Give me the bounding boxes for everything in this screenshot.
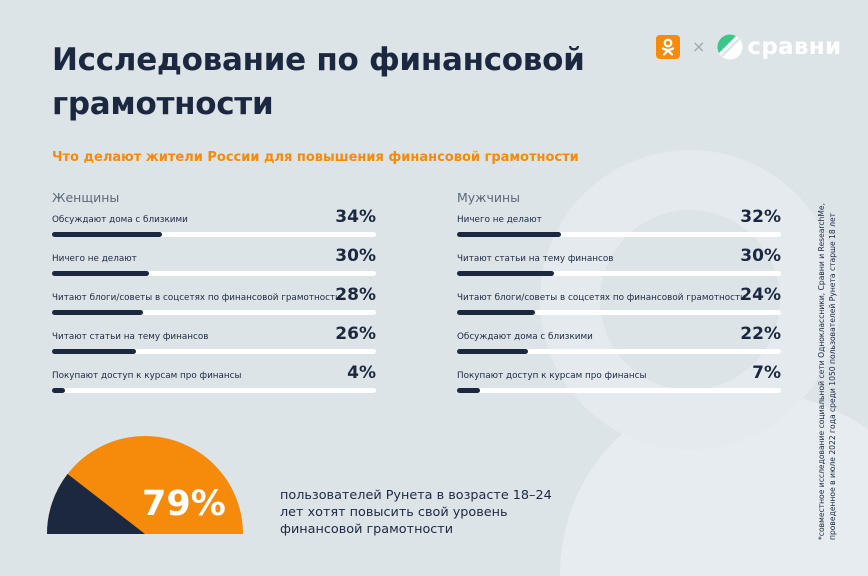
women-bar <box>52 310 143 315</box>
men-bar-value: 32% <box>740 207 781 227</box>
women-bar-label: Покупают доступ к курсам про финансы <box>52 371 242 381</box>
women-group-title: Женщины <box>52 190 120 205</box>
women-bar-value: 26% <box>335 324 376 344</box>
men-bar <box>457 232 561 237</box>
odnoklassniki-icon <box>661 38 675 56</box>
gauge-value-label: 79% <box>142 484 226 524</box>
men-bar-row: Читают блоги/советы в соцсетях по финанс… <box>457 285 781 325</box>
men-bar-value: 7% <box>752 363 781 383</box>
women-bar <box>52 388 65 393</box>
sravni-logo-text: сравни <box>747 34 842 60</box>
sravni-logo-icon <box>717 34 743 60</box>
gauge-caption: пользователей Рунета в возрасте 18–24 ле… <box>280 488 552 537</box>
women-bar-value: 30% <box>335 246 376 266</box>
women-bar-label: Обсуждают дома с близкими <box>52 215 188 225</box>
men-bar-track <box>457 388 781 393</box>
men-bar-row: Покупают доступ к курсам про финансы 7% <box>457 363 781 403</box>
men-bar-track <box>457 349 781 354</box>
men-bar-label: Читают блоги/советы в соцсетях по финанс… <box>457 293 746 303</box>
men-bar-row: Обсуждают дома с близкими 22% <box>457 324 781 364</box>
chart-subtitle: Что делают жители России для повышения ф… <box>52 150 579 165</box>
men-bar <box>457 271 555 276</box>
women-bar-track <box>52 310 376 315</box>
footnote: *совместное исследование социальной сети… <box>817 202 837 540</box>
men-bar <box>457 349 529 354</box>
men-bar-label: Читают статьи на тему финансов <box>457 254 614 264</box>
men-bar <box>457 388 480 393</box>
men-group-title: Мужчины <box>457 190 520 205</box>
women-bar-value: 34% <box>335 207 376 227</box>
women-bar-row: Читают статьи на тему финансов 26% <box>52 324 376 364</box>
women-bar-label: Читают блоги/советы в соцсетях по финанс… <box>52 293 341 303</box>
brand-logos: × сравни <box>656 34 841 60</box>
men-bar-value: 22% <box>740 324 781 344</box>
women-bar-track <box>52 388 376 393</box>
men-bar-value: 24% <box>740 285 781 305</box>
men-bar-label: Покупают доступ к курсам про финансы <box>457 371 647 381</box>
women-bar <box>52 271 150 276</box>
men-bar-track <box>457 310 781 315</box>
men-bar-track <box>457 271 781 276</box>
women-bar <box>52 232 163 237</box>
women-bar-row: Читают блоги/советы в соцсетях по финанс… <box>52 285 376 325</box>
times-icon: × <box>692 37 706 56</box>
women-bar <box>52 349 137 354</box>
women-bar-row: Покупают доступ к курсам про финансы 4% <box>52 363 376 403</box>
odnoklassniki-logo <box>656 35 680 59</box>
women-bar-value: 4% <box>347 363 376 383</box>
women-bar-track <box>52 232 376 237</box>
men-bar-value: 30% <box>740 246 781 266</box>
page-title: Исследование по финансовой грамотности <box>52 42 585 122</box>
men-bar-label: Ничего не делают <box>457 215 542 225</box>
men-bar-label: Обсуждают дома с близкими <box>457 332 593 342</box>
women-bar-track <box>52 349 376 354</box>
men-bar-row: Ничего не делают 32% <box>457 207 781 247</box>
women-bar-row: Ничего не делают 30% <box>52 246 376 286</box>
men-bar <box>457 310 535 315</box>
men-bar-row: Читают статьи на тему финансов 30% <box>457 246 781 286</box>
men-bar-track <box>457 232 781 237</box>
women-bar-label: Ничего не делают <box>52 254 137 264</box>
women-bar-value: 28% <box>335 285 376 305</box>
women-bar-row: Обсуждают дома с близкими 34% <box>52 207 376 247</box>
gauge-slice-rest <box>47 473 145 534</box>
women-bar-label: Читают статьи на тему финансов <box>52 332 209 342</box>
women-bar-track <box>52 271 376 276</box>
